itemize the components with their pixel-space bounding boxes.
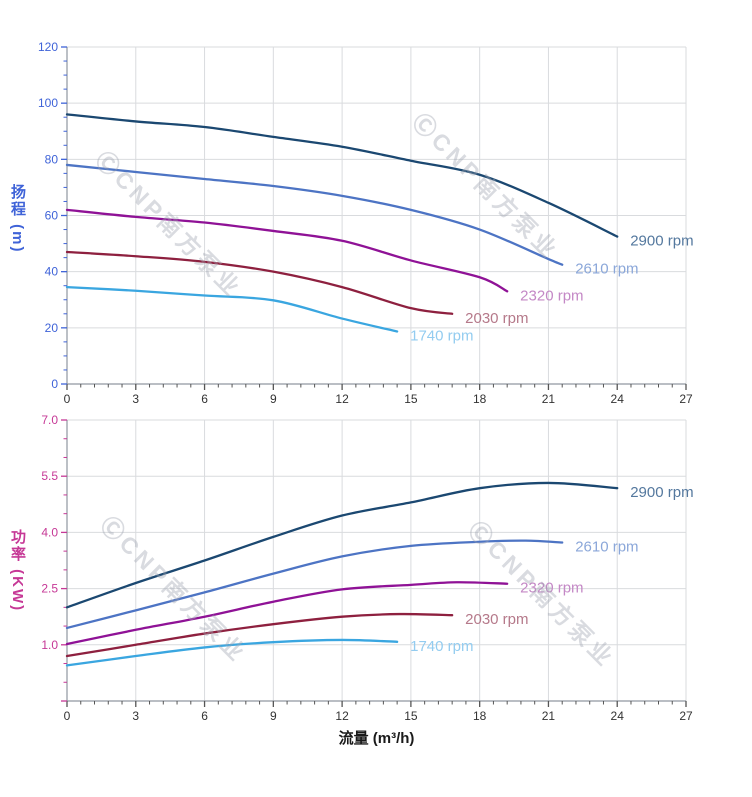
x-tick-label: 3: [132, 392, 139, 406]
head-axis-title: 扬程 (m): [9, 184, 26, 254]
x-tick-label: 12: [335, 392, 349, 406]
x-ticks: 0 3 6 9 12 15 18 21 24 27: [64, 384, 693, 406]
x-tick-label: 15: [404, 392, 418, 406]
rpm-curve-2030: [65, 612, 454, 658]
y-tick-label: 40: [45, 265, 59, 279]
x-tick-label: 0: [64, 392, 71, 406]
x-tick-label: 21: [542, 709, 556, 723]
x-tick-label: 15: [404, 709, 418, 723]
y-tick-label: 1.0: [41, 638, 58, 652]
rpm-curve-label-2320: 2320 rpm: [520, 580, 583, 597]
x-tick-label: 27: [679, 392, 693, 406]
x-tick-label: 24: [611, 392, 625, 406]
gridlines: [66, 419, 687, 702]
rpm-curve-label-2030: 2030 rpm: [465, 611, 528, 628]
rpm-curve-label-1740: 1740 rpm: [410, 327, 473, 344]
x-tick-label: 9: [270, 709, 277, 723]
y-ticks: 0 20 40 60 80 100 120: [38, 40, 67, 391]
rpm-curve-1740: [65, 285, 399, 333]
y-tick-label: 7.0: [41, 413, 58, 427]
rpm-curve-label-2030: 2030 rpm: [465, 310, 528, 327]
y-tick-label: 0: [51, 377, 58, 391]
rpm-curve-label-2610: 2610 rpm: [575, 261, 638, 278]
x-tick-label: 24: [611, 709, 625, 723]
x-ticks: 0 3 6 9 12 15 18 21 24 27: [64, 701, 693, 723]
y-tick-label: 4.0: [41, 525, 58, 539]
x-tick-label: 6: [201, 709, 208, 723]
x-tick-label: 6: [201, 392, 208, 406]
rpm-curve-2610: [65, 539, 564, 630]
flow-axis-title: 流量 (m³/h): [338, 730, 415, 747]
x-tick-label: 18: [473, 709, 487, 723]
y-tick-label: 100: [38, 96, 58, 110]
rpm-curve-label-2610: 2610 rpm: [575, 539, 638, 556]
y-tick-label: 5.5: [41, 469, 58, 483]
x-tick-label: 18: [473, 392, 487, 406]
rpm-curve-label-1740: 1740 rpm: [410, 638, 473, 655]
rpm-curve-label-2900: 2900 rpm: [630, 233, 693, 250]
rpm-curve-2320: [65, 581, 509, 646]
power-axis-title: 功率 (KW): [9, 529, 26, 613]
x-tick-label: 27: [679, 709, 693, 723]
x-tick-label: 12: [335, 709, 349, 723]
rpm-curve-2610: [65, 163, 564, 266]
rpm-curve-1740: [65, 638, 399, 667]
rpm-curve-label-2320: 2320 rpm: [520, 287, 583, 304]
rpm-curve-2320: [65, 208, 509, 293]
x-tick-label: 9: [270, 392, 277, 406]
rpm-curve-label-2900: 2900 rpm: [630, 484, 693, 501]
rpm-curve-2030: [65, 250, 454, 315]
y-ticks: 1.0 2.5 4.0 5.5 7.0: [41, 413, 67, 702]
x-tick-label: 0: [64, 709, 71, 723]
x-tick-label: 3: [132, 709, 139, 723]
y-tick-label: 60: [45, 209, 59, 223]
y-tick-label: 20: [45, 321, 59, 335]
y-tick-label: 2.5: [41, 582, 58, 596]
y-tick-label: 120: [38, 40, 58, 54]
rpm-curve-2900: [65, 481, 619, 609]
y-tick-label: 80: [45, 152, 59, 166]
x-tick-label: 21: [542, 392, 556, 406]
rpm-curve-2900: [65, 113, 619, 238]
